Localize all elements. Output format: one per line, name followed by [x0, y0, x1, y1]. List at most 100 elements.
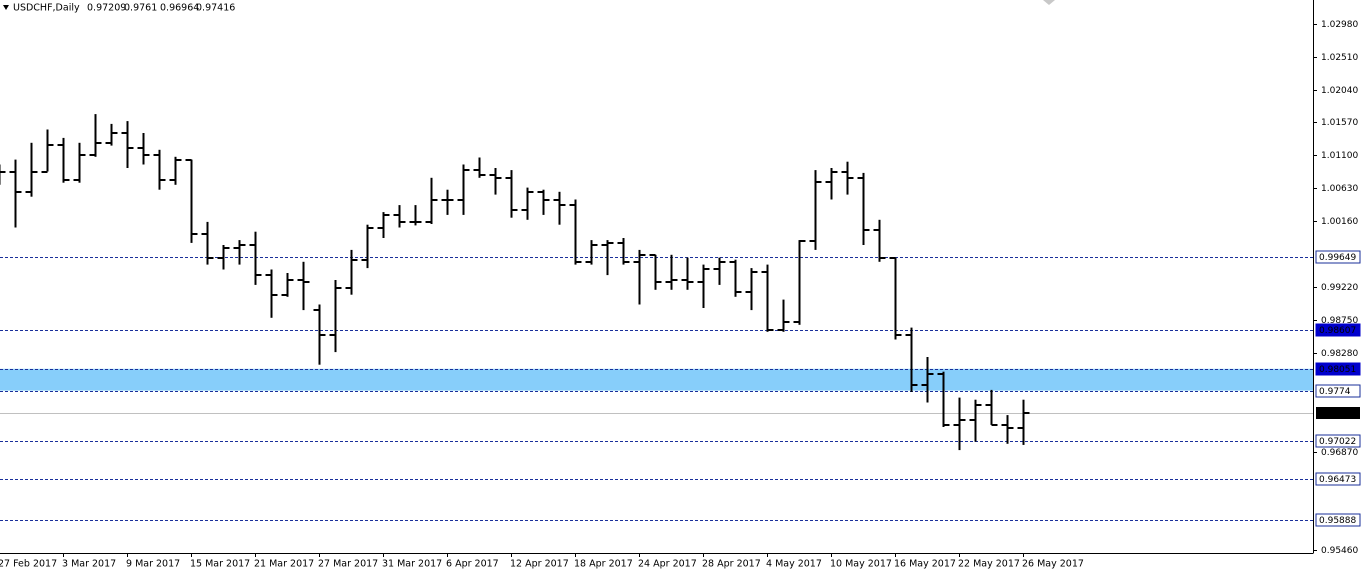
menu-arrow[interactable] [3, 5, 9, 10]
level-label: 0.98607 [1319, 326, 1356, 336]
x-tick-label: 3 Mar 2017 [62, 559, 116, 570]
ohlc-bar [537, 189, 550, 215]
x-tick-label: 6 Apr 2017 [446, 559, 499, 570]
ohlc-bar [313, 304, 326, 365]
level-label-box [1315, 434, 1361, 448]
x-tick-label: 21 Mar 2017 [254, 559, 314, 570]
y-tick-label: 1.02510 [1321, 53, 1358, 63]
y-tick-label: 0.99220 [1321, 283, 1358, 293]
ohlc-bar [665, 254, 678, 290]
x-tick-label: 9 Mar 2017 [126, 559, 180, 570]
level-label-box [1315, 513, 1361, 527]
ohlc-bar [105, 123, 118, 146]
ohlc-bar [489, 168, 502, 195]
ohlc-bar [905, 327, 918, 392]
y-tick-label: 1.01570 [1321, 118, 1358, 128]
y-tick-label: 1.01100 [1321, 151, 1358, 161]
ohlc-bar [249, 231, 262, 285]
ohlc-bar [137, 133, 150, 165]
ohlc-bar [185, 159, 198, 243]
header-low: 0.96964 [160, 3, 199, 14]
ohlc-bar [601, 240, 614, 276]
ohlc-bar [761, 264, 774, 332]
ohlc-bar [969, 399, 982, 442]
ohlc-bar [409, 205, 422, 226]
x-tick-label: 12 Apr 2017 [510, 559, 569, 570]
ohlc-bar [1017, 399, 1030, 445]
x-tick-label: 28 Apr 2017 [702, 559, 761, 570]
ohlc-bar [521, 187, 534, 220]
ohlc-bar [585, 240, 598, 265]
ohlc-bar [793, 240, 806, 325]
x-tick-label: 31 Mar 2017 [382, 559, 442, 570]
ohlc-bar [25, 142, 38, 197]
y-tick-label: 0.96870 [1321, 448, 1358, 458]
x-tick-label: 10 May 2017 [830, 559, 892, 570]
y-tick-label: 0.98750 [1321, 316, 1358, 326]
y-tick-label: 1.02040 [1321, 86, 1358, 96]
x-tick-label: 27 Feb 2017 [0, 559, 57, 570]
zone-label: 0.9774 [1319, 387, 1351, 397]
ohlc-bar [169, 156, 182, 185]
price-label: 0.97416 [1319, 409, 1356, 419]
ohlc-bar [569, 199, 582, 265]
ohlc-bar [1001, 415, 1014, 444]
ohlc-bar [345, 249, 358, 295]
ohlc-bar [361, 224, 374, 269]
ohlc-bar [649, 254, 662, 290]
header-close: 0.97416 [196, 3, 235, 14]
level-label: 0.97022 [1319, 437, 1356, 447]
x-tick-label: 27 Mar 2017 [318, 559, 378, 570]
ohlc-bar [809, 170, 822, 250]
ohlc-bar [0, 164, 6, 185]
ohlc-bar [857, 172, 870, 245]
ohlc-bar [633, 249, 646, 305]
ohlc-bar [841, 161, 854, 195]
price-label-box [1316, 407, 1360, 419]
level-label: 0.95888 [1319, 516, 1356, 526]
x-tick-label: 15 Mar 2017 [190, 559, 250, 570]
ohlc-bar [457, 164, 470, 215]
header-high: 0.9761 [124, 3, 157, 14]
ohlc-bar [777, 299, 790, 332]
support-zone [0, 368, 1313, 391]
zone-label-box [1315, 384, 1361, 398]
y-tick-label: 1.02980 [1321, 20, 1358, 30]
header: USDCHF,Daily 0.97209 0.9761 0.96964 0.97… [3, 3, 235, 14]
level-label-box [1315, 250, 1361, 264]
ohlc-bar [377, 212, 390, 238]
ohlc-bar [121, 121, 134, 168]
symbol-title: USDCHF,Daily [13, 3, 80, 14]
ohlc-bar [217, 245, 230, 270]
ohlc-bar [41, 129, 54, 173]
ohlc-bar [153, 149, 166, 190]
ohlc-bar [393, 205, 406, 228]
ohlc-bar [473, 157, 486, 178]
ohlc-bar [201, 221, 214, 265]
ohlc-bar [265, 269, 278, 318]
ohlc-bar [233, 240, 246, 265]
ohlc-bar [441, 189, 454, 215]
y-tick-label: 0.98280 [1321, 349, 1358, 359]
ohlc-bar [505, 170, 518, 218]
level-label-box [1315, 472, 1361, 486]
ohlc-bar [889, 257, 902, 340]
ohlc-bar [425, 177, 438, 224]
x-tick-label: 26 May 2017 [1022, 559, 1084, 570]
ohlc-bar [89, 114, 102, 157]
x-tick-label: 24 Apr 2017 [638, 559, 697, 570]
ohlc-bar [873, 219, 886, 262]
ohlc-bar [729, 259, 742, 297]
level-label: 0.96473 [1319, 475, 1356, 485]
y-tick-label: 0.95460 [1321, 546, 1358, 556]
ohlc-bar [985, 389, 998, 426]
ohlc-bar [73, 142, 86, 183]
y-tick-label: 1.00160 [1321, 217, 1358, 227]
shift-marker [1043, 0, 1055, 5]
header-open: 0.97209 [87, 3, 126, 14]
zone-label: 0.98051 [1319, 365, 1356, 375]
x-tick-label: 16 May 2017 [894, 559, 956, 570]
y-tick-label: 1.00630 [1321, 184, 1358, 194]
x-tick-label: 18 Apr 2017 [574, 559, 633, 570]
ohlc-bar [329, 280, 342, 353]
